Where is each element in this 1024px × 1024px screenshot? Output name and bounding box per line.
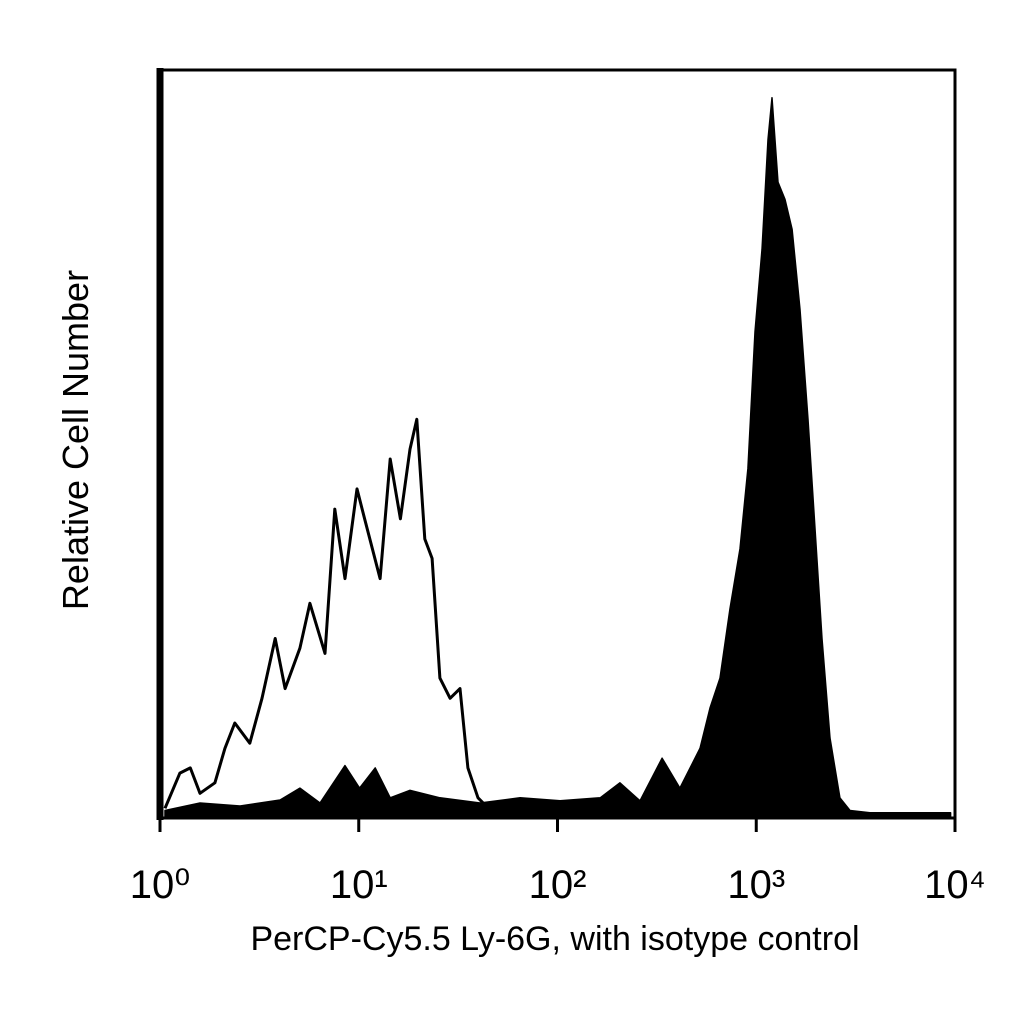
plot-frame	[158, 68, 957, 820]
x-axis-label: PerCP-Cy5.5 Ly-6G, with isotype control	[250, 920, 859, 958]
x-tick-label: 10¹	[330, 863, 388, 907]
filled-histogram	[164, 96, 952, 819]
x-tick-label: 10³	[727, 863, 785, 907]
y-axis-label: Relative Cell Number	[55, 270, 96, 610]
x-tick-label: 10²	[529, 863, 587, 907]
x-tick-label: 10⁴	[924, 863, 986, 907]
x-tick-label: 10⁰	[130, 863, 191, 907]
outline-histogram	[163, 417, 511, 815]
